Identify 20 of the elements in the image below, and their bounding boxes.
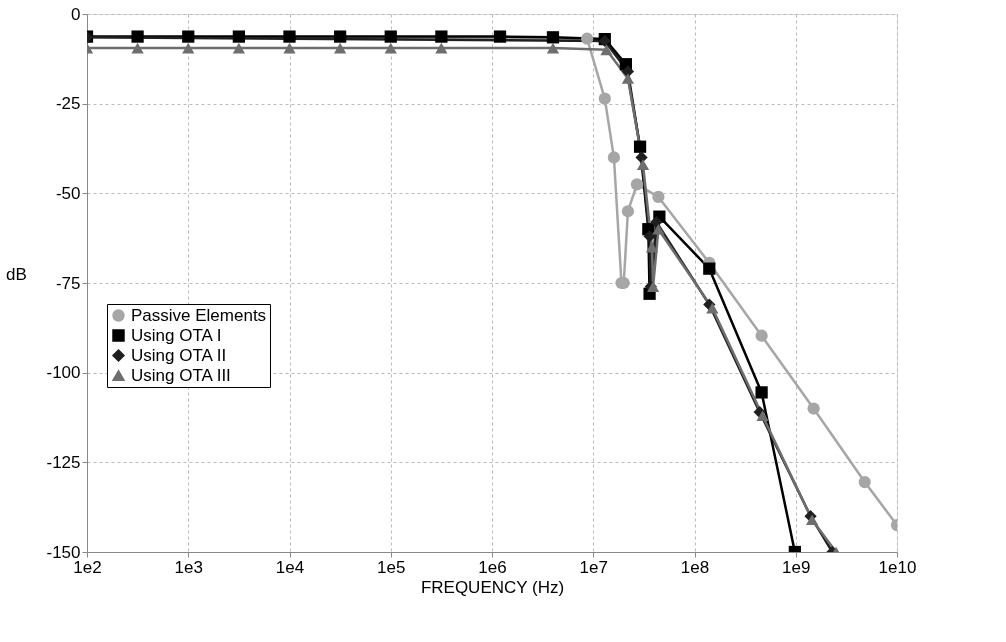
legend-label: Using OTA II [131,345,227,365]
x-tick-label: 1e5 [377,557,406,577]
legend-label: Using OTA III [131,365,231,385]
x-tick-label: 1e3 [174,557,203,577]
y-tick-label: -100 [46,363,81,383]
y-tick-label: -25 [55,94,81,114]
y-axis-title: dB [6,264,27,284]
x-tick-label: 1e9 [782,557,811,577]
legend-label: Using OTA I [131,325,222,345]
x-tick-label: 1e4 [275,557,305,577]
x-tick-label: 1e6 [478,557,507,577]
x-tick-label: 1e8 [680,557,710,577]
x-axis-title: FREQUENCY (Hz) [420,577,565,597]
x-tick-label: 1e10 [878,557,917,577]
legend-label: Passive Elements [131,305,267,325]
y-tick-label: -50 [55,183,81,203]
y-tick-label: -125 [46,452,81,472]
x-tick-label: 1e7 [579,557,608,577]
y-tick-label: 0 [71,4,81,24]
y-tick-label: -75 [55,273,81,293]
